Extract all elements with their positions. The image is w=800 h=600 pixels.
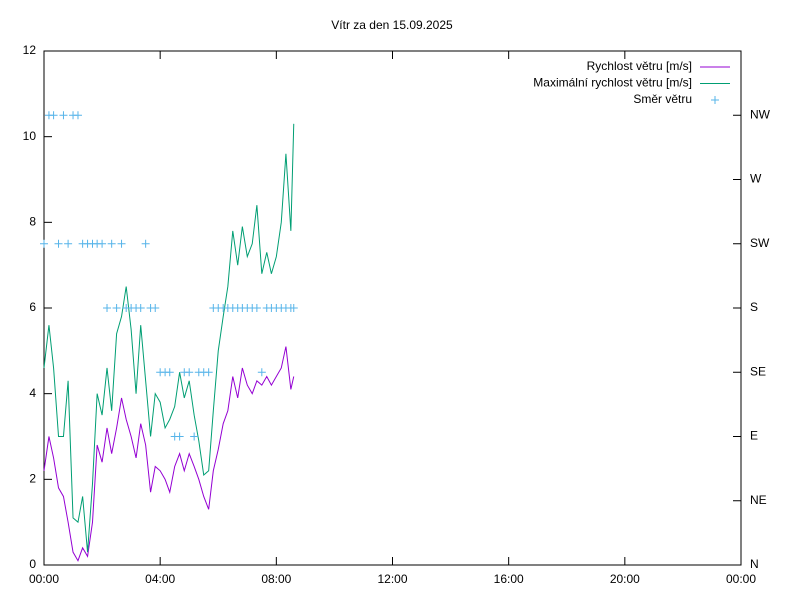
- direction-point: [175, 432, 184, 441]
- direction-point: [117, 239, 126, 248]
- x-tick-label: 00:00: [29, 572, 59, 586]
- direction-point: [112, 304, 121, 312]
- direction-point: [64, 239, 73, 248]
- y-tick-label: 6: [29, 300, 36, 314]
- y2-tick-label: NW: [750, 107, 771, 121]
- direction-point: [252, 304, 261, 312]
- direction-point: [151, 304, 160, 312]
- x-tick-label: 00:00: [726, 572, 756, 586]
- direction-point: [257, 368, 266, 377]
- direction-point: [136, 304, 145, 312]
- direction-point: [54, 239, 63, 248]
- series-line: [43, 346, 295, 562]
- y2-tick-label: W: [750, 172, 762, 186]
- series-line: [43, 123, 295, 553]
- direction-point: [185, 368, 194, 377]
- direction-point: [59, 111, 68, 120]
- y2-tick-label: SW: [750, 236, 770, 250]
- y-tick-label: 4: [29, 386, 36, 400]
- x-tick-label: 16:00: [494, 572, 524, 586]
- direction-point: [103, 304, 112, 312]
- y2-tick-label: SE: [750, 364, 766, 378]
- chart-title: Vítr za den 15.09.2025: [331, 18, 453, 32]
- direction-point: [73, 111, 82, 120]
- legend-label: Maximální rychlost větru [m/s]: [533, 76, 692, 90]
- y-tick-label: 12: [23, 43, 37, 57]
- x-tick-label: 08:00: [261, 572, 291, 586]
- direction-point: [98, 239, 107, 248]
- y2-tick-label: S: [750, 300, 758, 314]
- direction-point: [40, 239, 48, 248]
- y-tick-label: 0: [29, 557, 36, 571]
- legend-label: Rychlost větru [m/s]: [587, 59, 692, 73]
- x-tick-label: 04:00: [145, 572, 175, 586]
- legend-label: Směr větru: [633, 92, 692, 106]
- y2-tick-label: E: [750, 429, 758, 443]
- direction-point: [165, 368, 174, 377]
- direction-point: [49, 111, 58, 120]
- y2-tick-label: N: [750, 557, 759, 571]
- x-tick-label: 20:00: [610, 572, 640, 586]
- y-tick-label: 8: [29, 215, 36, 229]
- direction-point: [289, 304, 298, 312]
- direction-point: [190, 432, 199, 441]
- direction-point: [204, 368, 213, 377]
- y2-tick-label: NE: [750, 493, 767, 507]
- legend-symbol: [711, 96, 719, 104]
- direction-point: [107, 239, 116, 248]
- direction-point: [141, 239, 150, 248]
- y-tick-label: 2: [29, 472, 36, 486]
- y-tick-label: 10: [23, 129, 37, 143]
- x-tick-label: 12:00: [377, 572, 407, 586]
